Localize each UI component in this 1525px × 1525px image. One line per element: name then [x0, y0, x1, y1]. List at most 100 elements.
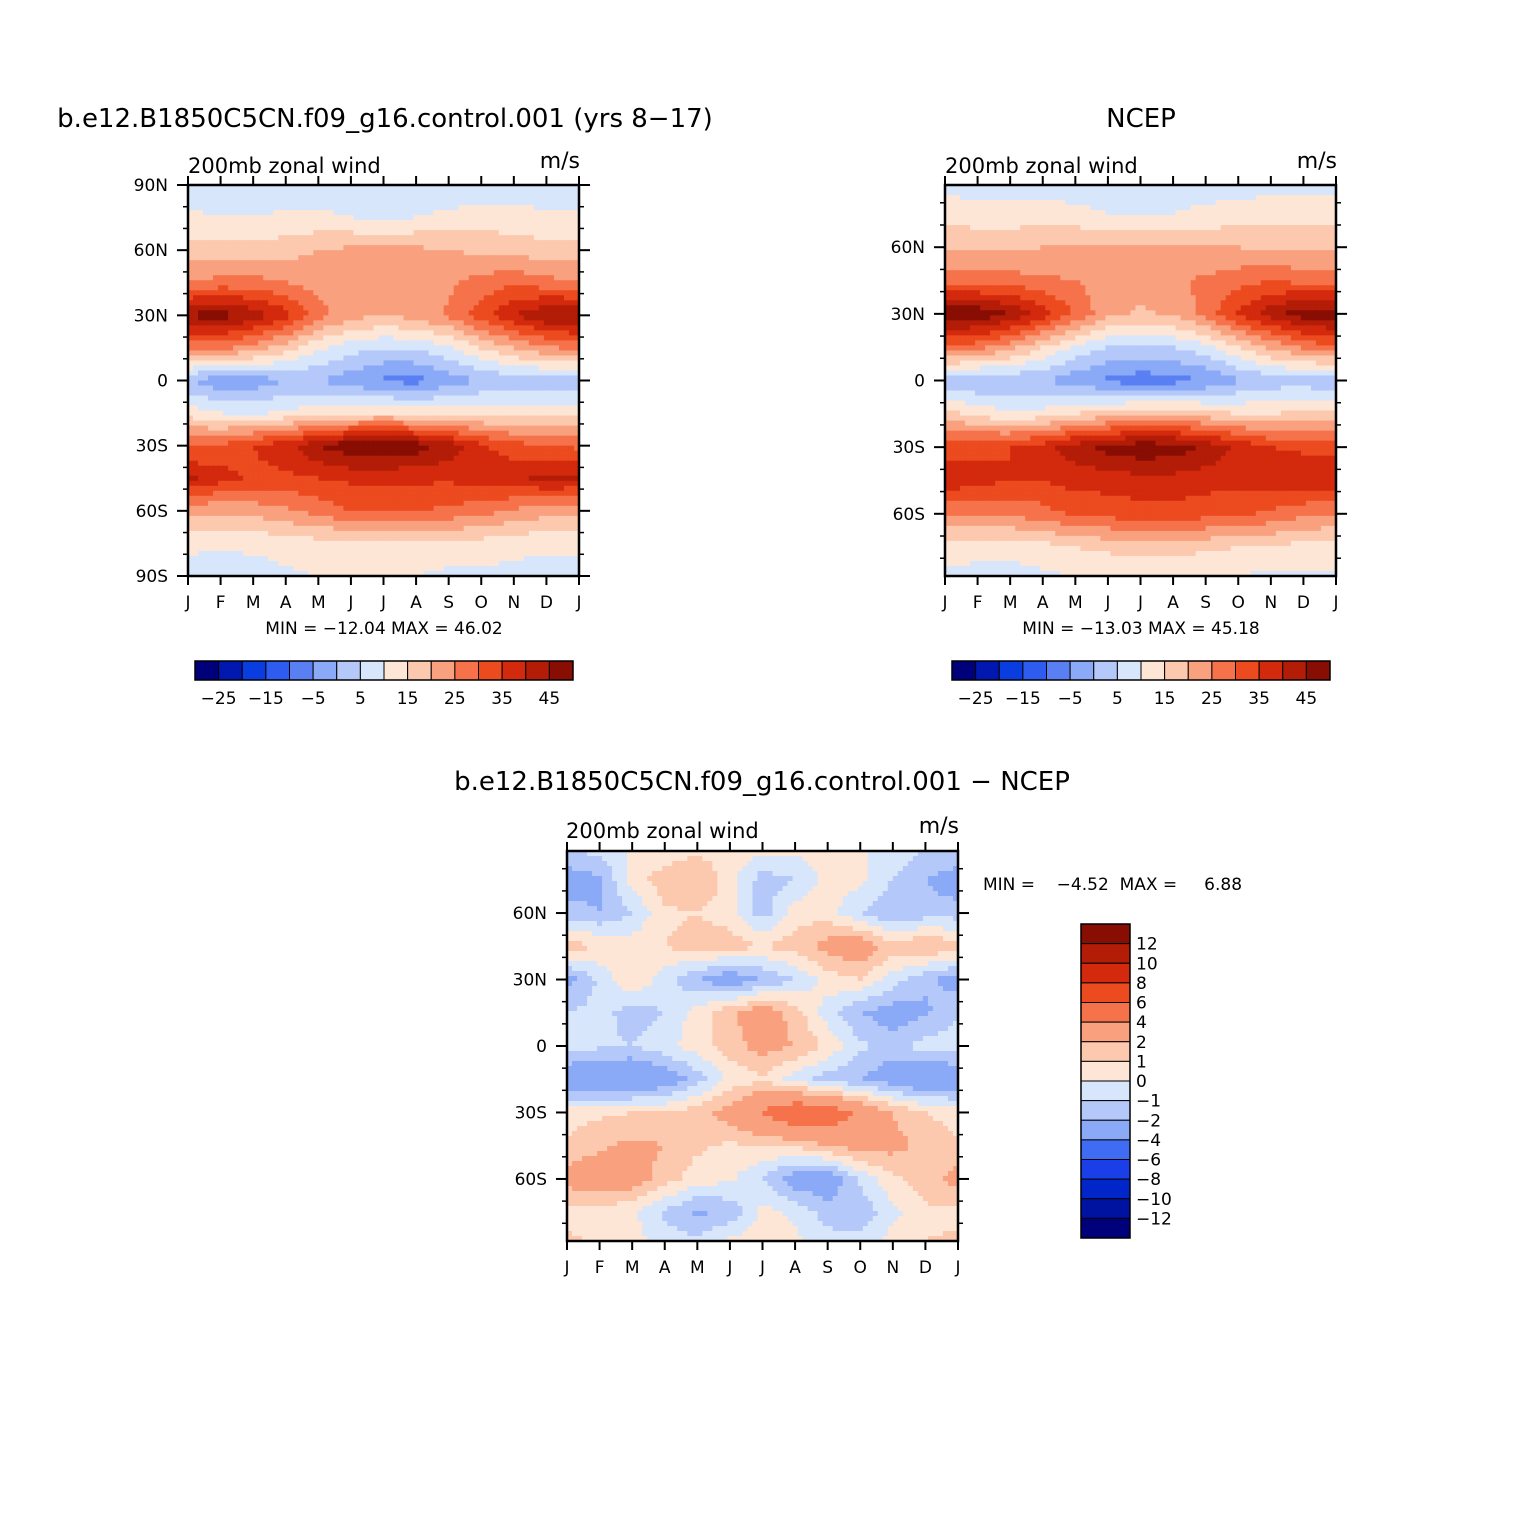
- panel-obs-colorbar: −25 −15 −5 5 15 25 35 45: [951, 660, 1331, 709]
- x-tick-label: M: [311, 593, 326, 613]
- x-tick-label: O: [854, 1258, 867, 1278]
- x-tick-label: N: [886, 1258, 899, 1278]
- colorbar-label: −25: [958, 689, 994, 709]
- x-tick-label: M: [246, 593, 261, 613]
- colorbar-box: [1080, 1060, 1131, 1082]
- x-tick-label: A: [280, 593, 292, 613]
- x-tick-label: J: [759, 1258, 765, 1278]
- colorbar-label: −4: [1136, 1131, 1161, 1151]
- colorbar-label: −5: [301, 689, 326, 709]
- colorbar-label: −8: [1136, 1170, 1161, 1190]
- colorbar-label: −15: [1005, 689, 1041, 709]
- colorbar-label: 45: [1296, 689, 1318, 709]
- x-tick-label: O: [1232, 593, 1245, 613]
- panel-diff-min-max: MIN = −4.52 MAX = 6.88: [983, 875, 1242, 895]
- colorbar-box: [454, 660, 479, 681]
- x-tick-label: A: [410, 593, 422, 613]
- y-tick-label: 30S: [515, 1103, 547, 1123]
- colorbar-label: 1: [1136, 1052, 1147, 1072]
- colorbar-box: [1164, 660, 1189, 681]
- colorbar-box: [1069, 660, 1095, 681]
- colorbar-box: [548, 660, 574, 681]
- colorbar-box: [478, 660, 503, 681]
- x-tick-label: S: [443, 593, 454, 613]
- panel-diff-right-string: m/s: [919, 814, 959, 839]
- y-tick-label: 30N: [134, 306, 168, 326]
- x-tick-label: D: [919, 1258, 932, 1278]
- colorbar-box: [1187, 660, 1213, 681]
- colorbar-box: [1080, 1100, 1131, 1121]
- y-tick-label: 60N: [891, 238, 925, 258]
- panel-obs-min-max: MIN = −13.03 MAX = 45.18: [1022, 619, 1259, 639]
- x-tick-label: O: [475, 593, 488, 613]
- colorbar-box: [1211, 660, 1236, 681]
- colorbar-label: 25: [444, 689, 466, 709]
- colorbar-box: [1080, 1198, 1131, 1219]
- colorbar-box: [1080, 1139, 1131, 1160]
- y-tick-label: 60S: [515, 1170, 547, 1190]
- colorbar-label: −25: [201, 689, 237, 709]
- colorbar-box: [265, 660, 290, 681]
- y-tick-label: 60N: [513, 904, 547, 924]
- x-tick-label: F: [216, 593, 226, 613]
- y-tick-label: 30S: [893, 438, 925, 458]
- x-tick-label: J: [941, 593, 947, 613]
- panel-diff-left-string: 200mb zonal wind: [566, 819, 759, 843]
- panel-model-right-string: m/s: [540, 149, 580, 174]
- contour-field: [567, 851, 958, 1241]
- y-tick-label: 0: [157, 372, 168, 392]
- y-tick-label: 30S: [136, 437, 168, 457]
- colorbar-label: −1: [1136, 1092, 1161, 1112]
- y-tick-label: 30N: [891, 305, 925, 325]
- x-tick-label: S: [1200, 593, 1211, 613]
- colorbar-box: [1080, 1080, 1131, 1102]
- y-tick-label: 0: [914, 372, 925, 392]
- x-tick-label: J: [726, 1258, 732, 1278]
- y-tick-label: 90S: [136, 567, 168, 587]
- colorbar-box: [359, 660, 385, 681]
- colorbar-box: [1093, 660, 1118, 681]
- colorbar-box: [1282, 660, 1307, 681]
- colorbar-box: [1305, 660, 1331, 681]
- colorbar-box: [1080, 1217, 1131, 1239]
- x-tick-label: M: [690, 1258, 705, 1278]
- panel-model-colorbar: −25 −15 −5 5 15 25 35 45: [194, 660, 574, 709]
- contour-field: [945, 185, 1336, 576]
- x-tick-label: D: [540, 593, 553, 613]
- colorbar-box: [383, 660, 409, 681]
- colorbar-box: [1080, 1119, 1131, 1141]
- colorbar-label: −5: [1058, 689, 1083, 709]
- y-tick-label: 30N: [513, 971, 547, 991]
- x-tick-label: J: [954, 1258, 960, 1278]
- colorbar-box: [501, 660, 527, 681]
- x-tick-label: J: [1104, 593, 1110, 613]
- panel-obs-title: NCEP: [1106, 104, 1176, 134]
- x-tick-label: J: [1332, 593, 1338, 613]
- colorbar-box: [1080, 1178, 1131, 1200]
- x-tick-label: J: [184, 593, 190, 613]
- colorbar-box: [1258, 660, 1284, 681]
- colorbar-box: [312, 660, 338, 681]
- x-tick-label: D: [1297, 593, 1310, 613]
- colorbar-label: 2: [1136, 1033, 1147, 1053]
- colorbar-box: [1080, 962, 1131, 984]
- panel-obs-left-string: 200mb zonal wind: [945, 154, 1138, 178]
- colorbar-label: −15: [248, 689, 284, 709]
- x-tick-label: F: [595, 1258, 605, 1278]
- colorbar-label: 25: [1201, 689, 1223, 709]
- colorbar-box: [1080, 1021, 1131, 1043]
- x-tick-label: S: [822, 1258, 833, 1278]
- colorbar-label: 15: [397, 689, 419, 709]
- colorbar-label: 45: [539, 689, 561, 709]
- x-tick-label: F: [973, 593, 983, 613]
- x-tick-label: J: [347, 593, 353, 613]
- colorbar-box: [975, 660, 1000, 681]
- panel-diff-title: b.e12.B1850C5CN.f09_g16.control.001 − NC…: [454, 767, 1070, 797]
- panel-model-min-max: MIN = −12.04 MAX = 46.02: [265, 619, 502, 639]
- x-tick-label: A: [1037, 593, 1049, 613]
- colorbar-box: [1046, 660, 1071, 681]
- colorbar-box: [1080, 1159, 1131, 1180]
